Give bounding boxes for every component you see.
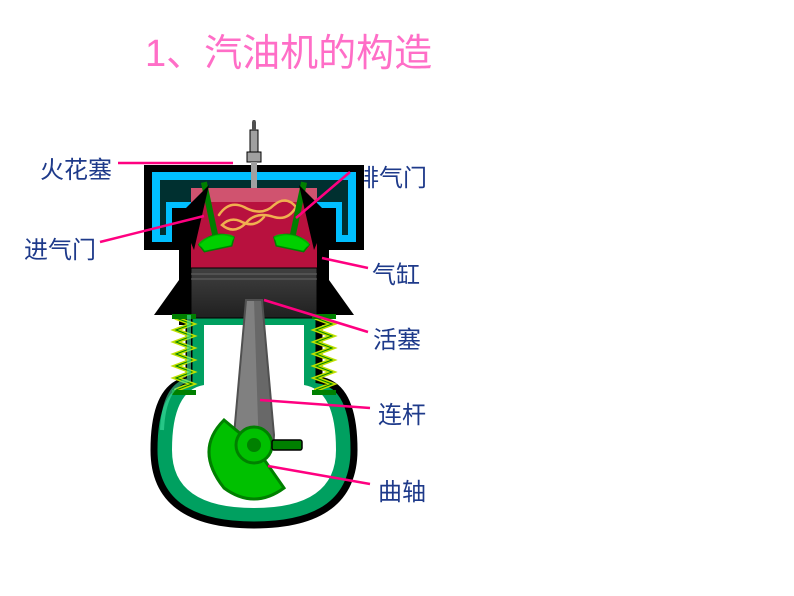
engine-diagram [134, 120, 374, 540]
label-spark-plug: 火花塞 [40, 150, 112, 185]
page-title: 1、汽油机的构造 [145, 22, 432, 77]
label-piston: 活塞 [373, 320, 421, 355]
label-intake-valve: 进气门 [24, 230, 96, 265]
label-rod: 连杆 [378, 395, 426, 430]
label-crankshaft: 曲轴 [378, 472, 426, 507]
label-cylinder: 气缸 [372, 255, 420, 290]
